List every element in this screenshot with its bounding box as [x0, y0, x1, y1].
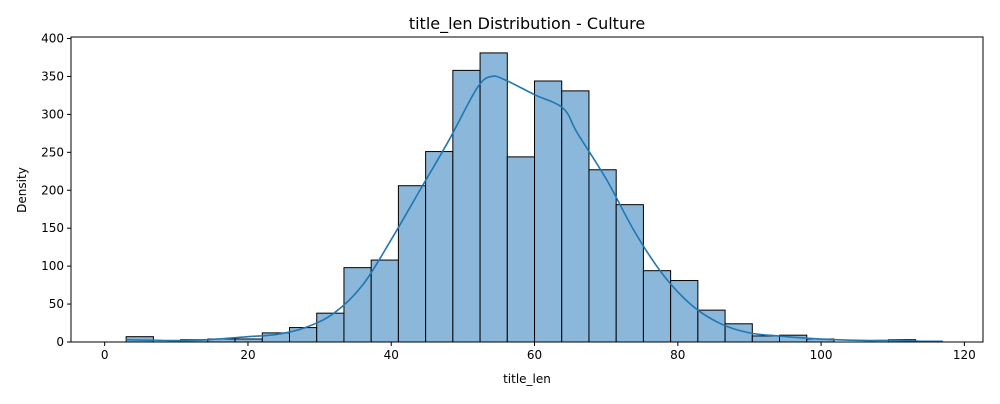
y-tick-label: 250: [41, 145, 64, 159]
kde-curve: [126, 75, 943, 343]
y-tick-label: 300: [41, 107, 64, 121]
histogram-bar: [425, 151, 454, 343]
histogram-bar: [751, 335, 781, 343]
y-tick-label: 50: [49, 297, 64, 311]
y-tick-label: 150: [41, 221, 64, 235]
histogram-bar: [289, 327, 318, 343]
y-axis-label: Density: [15, 167, 29, 213]
x-axis-label: title_len: [503, 372, 551, 386]
histogram-bar: [479, 52, 508, 343]
histogram-bar: [642, 270, 672, 343]
y-tick-label: 100: [41, 259, 64, 273]
histogram-bar: [615, 204, 644, 343]
x-tick-label: 80: [670, 348, 685, 362]
histogram-bar: [370, 259, 399, 343]
y-tick-label: 0: [56, 335, 64, 349]
histogram-bar: [452, 69, 481, 343]
bars-layer: [125, 52, 917, 343]
kde-layer: [126, 75, 943, 343]
plot-frame: [70, 36, 984, 343]
chart-title: title_len Distribution - Culture: [409, 14, 645, 34]
histogram-bar: [697, 309, 726, 343]
histogram-bar: [506, 156, 536, 343]
x-tick-label: 100: [810, 348, 833, 362]
x-tick-label: 60: [527, 348, 542, 362]
x-tick-label: 0: [101, 348, 109, 362]
histogram-bar: [397, 185, 427, 343]
histogram-bar: [561, 90, 590, 343]
y-tick-label: 350: [41, 69, 64, 83]
y-tick-label: 200: [41, 183, 64, 197]
histogram-bar: [670, 280, 699, 343]
axes-layer: 0 20 40 60 80 100 120 0 50 100 150 200 250 300 350 400: [41, 32, 984, 362]
histogram-bar: [534, 80, 563, 343]
y-tick-label: 400: [41, 32, 64, 46]
x-tick-label: 120: [953, 348, 976, 362]
histogram-bar: [316, 312, 345, 343]
x-tick-label: 40: [384, 348, 399, 362]
histogram-bar: [588, 169, 617, 343]
x-tick-label: 20: [240, 348, 255, 362]
